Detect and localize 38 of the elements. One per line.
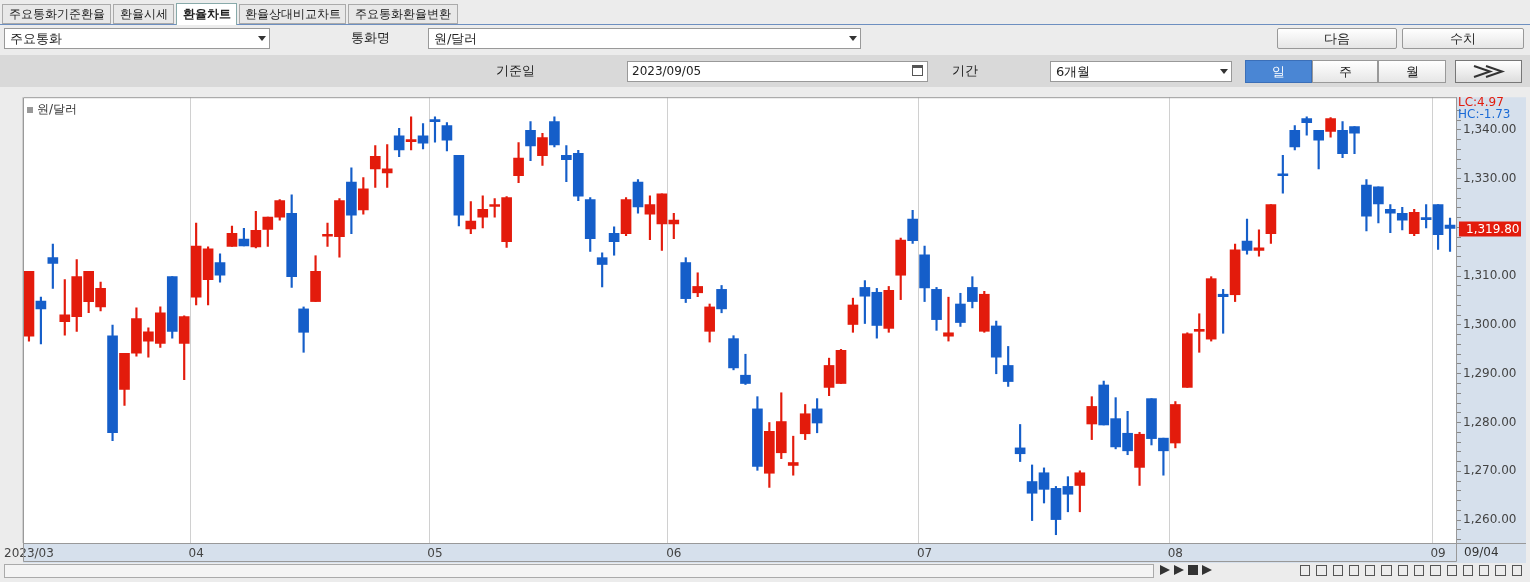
x-tick-label: 07 bbox=[916, 546, 933, 561]
text: HC:-1.73 bbox=[1458, 107, 1511, 122]
y-tick-label: 1,260.00 bbox=[1463, 512, 1517, 527]
y-tick-label: 1,340.00 bbox=[1463, 122, 1517, 136]
text: 기간 bbox=[951, 62, 979, 80]
text: 기준일 bbox=[494, 62, 536, 80]
x-tick-label: 05 bbox=[427, 546, 443, 561]
candlestick bbox=[943, 296, 954, 342]
x-tick-label: 08 bbox=[1167, 546, 1184, 561]
text: 주요통화환율변환 bbox=[348, 4, 458, 24]
y-tick-label: 1,300.00 bbox=[1463, 317, 1517, 332]
text: 6개월 bbox=[1050, 61, 1232, 82]
y-tick-label: 1,270.00 bbox=[1463, 463, 1517, 478]
text: 수치 bbox=[1402, 28, 1524, 49]
text: 주요통화 bbox=[4, 28, 270, 49]
text: 다음 bbox=[1277, 28, 1397, 49]
x-tick-label: 04 bbox=[188, 546, 204, 561]
x-tick-label: 2023/03 bbox=[4, 546, 54, 561]
text: 원/달러 bbox=[428, 28, 861, 49]
y-tick-label: 1,330.00 bbox=[1463, 170, 1517, 185]
y-tick-label: 1,290.00 bbox=[1463, 365, 1517, 380]
text: 환율시세 bbox=[113, 4, 174, 24]
x-tick-label: 09 bbox=[1430, 546, 1446, 561]
text: 주요통화기준환율 bbox=[2, 4, 111, 24]
text: 통화명 bbox=[349, 29, 391, 47]
y-tick-label: 1,310.00 bbox=[1463, 268, 1517, 283]
y-tick-label: 1,280.00 bbox=[1463, 414, 1517, 429]
text: 1,319.80 bbox=[1466, 221, 1520, 236]
text: 일 bbox=[1245, 60, 1312, 83]
candlestick bbox=[740, 353, 751, 385]
text: 09/04 bbox=[1464, 545, 1499, 560]
text: LC:4.97 bbox=[1458, 95, 1504, 110]
text: 원/달러 bbox=[36, 101, 78, 119]
text: 2023/09/05 bbox=[627, 61, 928, 82]
text: 환율상대비교차트 bbox=[239, 4, 346, 24]
x-tick-label: 06 bbox=[666, 546, 682, 561]
text: 월 bbox=[1378, 60, 1446, 83]
text: 주 bbox=[1312, 60, 1378, 83]
